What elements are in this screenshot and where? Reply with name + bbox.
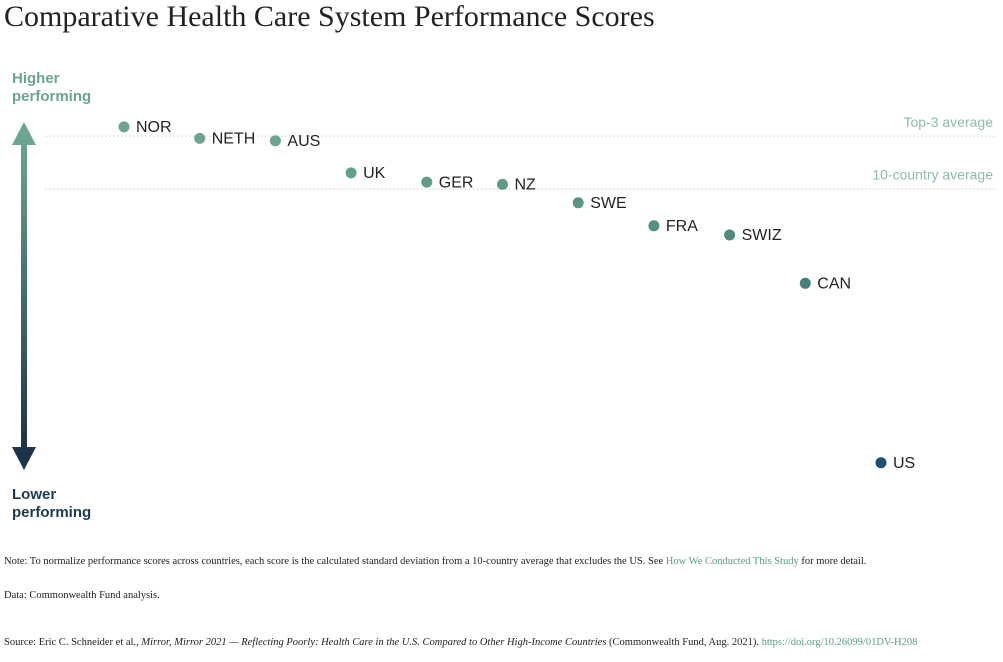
dot-label: SWIZ xyxy=(742,227,782,244)
note-text: for more detail. xyxy=(801,556,867,567)
data-source: Data: Commonwealth Fund analysis. xyxy=(4,590,160,601)
source-part: (Commonwealth Fund, Aug. 2021). xyxy=(609,637,759,648)
dot xyxy=(345,167,357,179)
dot-label: UK xyxy=(363,165,386,182)
dot xyxy=(421,176,433,188)
dot xyxy=(875,457,887,469)
source-part: Mirror, Mirror 2021 — Reflecting Poorly:… xyxy=(141,637,607,648)
axis-top-label: Higher performing xyxy=(12,70,92,105)
dot-label: US xyxy=(893,455,915,472)
axis-arrow-head-up xyxy=(12,122,36,145)
dot xyxy=(799,277,811,289)
dot xyxy=(572,197,584,209)
dot xyxy=(194,132,206,144)
reference-label: Top-3 average xyxy=(903,114,993,130)
dot xyxy=(497,178,508,190)
dot-label: NOR xyxy=(136,119,172,136)
chart-title: Comparative Health Care System Performan… xyxy=(4,0,655,33)
dot-label: GER xyxy=(439,174,474,191)
dot-label: SWE xyxy=(590,195,626,212)
reference-label: 10-country average xyxy=(872,167,993,183)
axis-arrow-shaft xyxy=(21,140,27,452)
dot-label: NETH xyxy=(212,131,256,148)
dot-label: CAN xyxy=(817,276,851,293)
axis-bottom-label: Lower performing xyxy=(12,486,92,521)
source-part: Source: Eric C. Schneider et al., xyxy=(4,637,139,648)
note: Note: To normalize performance scores ac… xyxy=(4,556,866,567)
dot xyxy=(648,220,660,232)
dot-label: NZ xyxy=(515,177,537,194)
dot xyxy=(118,121,130,133)
dot-label: AUS xyxy=(287,133,320,150)
source-part[interactable]: https://doi.org/10.26099/01DV-H208 xyxy=(761,637,918,648)
axis-arrow-head-down xyxy=(12,447,36,470)
source: Source: Eric C. Schneider et al., Mirror… xyxy=(4,637,917,648)
chart: Top-3 average 10-country average NOR NETH AU… xyxy=(12,114,995,472)
note-link[interactable]: How We Conducted This Study xyxy=(665,556,799,567)
dot xyxy=(269,135,281,147)
note-text: Note: To normalize performance scores ac… xyxy=(4,556,664,567)
dot-label: FRA xyxy=(666,218,698,235)
dot xyxy=(724,229,736,241)
